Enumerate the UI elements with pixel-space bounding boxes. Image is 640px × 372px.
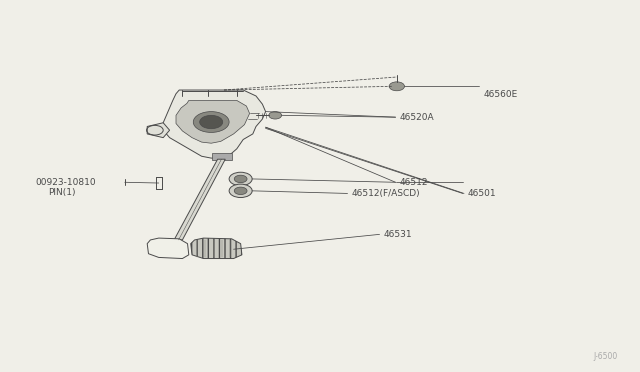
Text: J-6500: J-6500 [593,352,618,361]
Polygon shape [163,90,266,158]
Circle shape [229,172,252,186]
Circle shape [234,175,247,183]
Polygon shape [191,238,242,259]
Polygon shape [212,153,232,160]
Text: 46512: 46512 [400,178,429,187]
Circle shape [200,115,223,129]
Circle shape [269,112,282,119]
Text: 46512(F/ASCD): 46512(F/ASCD) [352,189,420,198]
Text: 46560E: 46560E [483,90,518,99]
Polygon shape [147,238,189,259]
Circle shape [234,187,247,195]
Text: PIN(1): PIN(1) [48,188,76,197]
Polygon shape [174,159,225,240]
Text: 00923-10810: 00923-10810 [35,178,96,187]
Polygon shape [147,123,170,138]
Circle shape [229,184,252,198]
Text: 46520A: 46520A [400,113,435,122]
Circle shape [389,82,404,91]
Circle shape [193,112,229,132]
Polygon shape [176,100,250,143]
Text: 46501: 46501 [467,189,496,198]
Text: 46531: 46531 [384,230,413,239]
